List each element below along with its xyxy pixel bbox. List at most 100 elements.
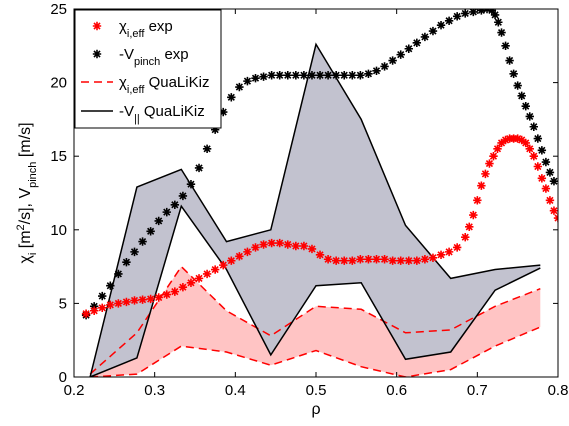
v-pinch-exp-series <box>81 9 558 320</box>
legend-suffix: QuaLiKiz <box>140 103 205 120</box>
chi-eff-exp-point <box>89 306 99 315</box>
legend-subscript: i,eff <box>127 84 145 96</box>
chi-eff-exp-point <box>154 293 163 302</box>
y-tick-label: 0 <box>59 369 67 386</box>
v-pinch-exp-point <box>299 71 309 80</box>
chi-eff-exp-point <box>489 152 498 161</box>
v-pinch-exp-point <box>513 81 522 90</box>
v-pinch-exp-point <box>477 9 486 15</box>
legend-suffix: exp <box>144 18 172 35</box>
v-pinch-exp-point <box>428 26 438 36</box>
chi-eff-exp-point <box>477 181 486 190</box>
chi-eff-exp-point <box>267 238 276 248</box>
chi-eff-exp-point <box>412 256 422 265</box>
chi-eff-exp-point <box>428 253 438 262</box>
v-pinch-exp-point <box>210 125 220 134</box>
chi-eff-exp-point <box>364 255 373 264</box>
x-tick-label: 0.3 <box>144 382 165 399</box>
chi-eff-exp-point <box>106 300 115 310</box>
v-pinch-exp-point <box>521 101 530 111</box>
chi-eff-exp-point <box>356 255 365 264</box>
chi-eff-exp-point <box>81 309 91 318</box>
x-tick-label: 0.4 <box>225 382 246 399</box>
x-tick-label: 0.2 <box>64 382 85 399</box>
chi-eff-exp-point <box>210 265 220 274</box>
v-pinch-exp-point <box>436 20 446 30</box>
v-pinch-exp-point <box>138 237 147 246</box>
y-axis-label-part: pinch <box>27 162 39 188</box>
v-pinch-exp-point <box>525 112 534 121</box>
y-tick-label: 20 <box>50 75 67 92</box>
v-pinch-exp-point <box>469 9 478 17</box>
v-pinch-exp-point <box>162 207 171 217</box>
chi-eff-exp-point <box>465 222 474 232</box>
chi-eff-exp-point <box>436 250 446 260</box>
legend-subscript: i,eff <box>127 28 145 40</box>
chi-eff-exp-point <box>283 240 292 249</box>
v-pinch-exp-point <box>461 9 470 18</box>
chi-eff-exp-point <box>186 278 196 287</box>
v-pinch-exp-point <box>283 71 292 80</box>
chi-eff-exp-point <box>130 296 139 305</box>
chi-eff-exp-point <box>219 260 228 270</box>
chi-eff-exp-point <box>138 295 147 304</box>
legend-suffix: QuaLiKiz <box>144 74 209 91</box>
y-axis-label: χi [m2/s], Vpinch [m/s] <box>15 122 39 263</box>
y-axis-label-part: i <box>27 253 39 255</box>
chi-eff-exp-point <box>348 256 357 265</box>
y-tick-label: 15 <box>50 148 67 165</box>
chi-eff-exp-point <box>517 135 526 145</box>
chi-eff-exp-point <box>323 255 333 264</box>
legend-item-chi_exp: χi,eff exp <box>92 18 173 40</box>
legend-box <box>74 9 222 129</box>
v-pinch-exp-point <box>259 72 268 81</box>
chi-eff-exp-point <box>473 196 482 205</box>
v-pinch-exp-point <box>497 28 506 37</box>
v-pinch-exp-point <box>404 44 413 53</box>
v-pinch-exp-point <box>545 168 555 177</box>
v-pinch-exp-point <box>227 93 236 102</box>
chi-eff-exp-point <box>202 269 212 279</box>
chi-eff-exp-point <box>243 247 252 257</box>
v-pinch-exp-point <box>348 71 357 80</box>
v-qualikiz-upper-line <box>89 42 541 377</box>
v-pinch-exp-point <box>130 247 139 257</box>
chi-eff-exp-point <box>493 144 502 154</box>
y-tick-label: 10 <box>50 222 67 239</box>
v-pinch-exp-point <box>154 216 163 226</box>
legend-subscript: pinch <box>134 56 160 68</box>
v-pinch-exp-point <box>537 146 547 155</box>
v-pinch-exp-point <box>505 56 514 65</box>
chi-eff-exp-point <box>537 174 547 183</box>
legend-item-label: χi,eff exp <box>119 18 173 40</box>
chi-eff-exp-point <box>259 240 268 249</box>
v-pinch-exp-point <box>340 71 349 80</box>
v-pinch-exp-point <box>452 12 462 21</box>
legend-item-v_qlk: -V|| QuaLiKiz <box>81 103 205 125</box>
chi-eff-exp-point <box>331 256 341 265</box>
legend-item-label: -Vpinch exp <box>119 46 189 68</box>
v-pinch-exp-point <box>331 71 341 80</box>
v-pinch-exp-point <box>487 9 497 15</box>
x-tick-label: 0.7 <box>467 382 488 399</box>
x-tick-label: 0.5 <box>306 382 327 399</box>
v-pinch-exp-point <box>323 71 333 80</box>
chi-eff-exp-point <box>122 297 131 307</box>
chi-eff-exp-point <box>372 255 381 264</box>
chi-eff-exp-point <box>227 256 236 265</box>
v-pinch-exp-point <box>529 122 538 131</box>
v-pinch-exp-point <box>114 269 123 279</box>
chi-eff-exp-point <box>541 184 551 193</box>
chi-eff-exp-point <box>501 135 510 145</box>
v-pinch-exp-point <box>356 71 365 80</box>
chi-eff-exp-point <box>497 138 506 148</box>
y-tick-label: 25 <box>50 1 67 18</box>
v-pinch-exp-point <box>372 66 381 76</box>
legend-main-text: χ <box>119 18 127 35</box>
chi-eff-exp-point <box>299 241 309 251</box>
chi-eff-exp-point <box>485 159 494 168</box>
y-axis-label-part: 2 <box>15 224 27 230</box>
chi-qualikiz-lower-line <box>90 326 541 377</box>
v-pinch-exp-point <box>307 71 317 80</box>
